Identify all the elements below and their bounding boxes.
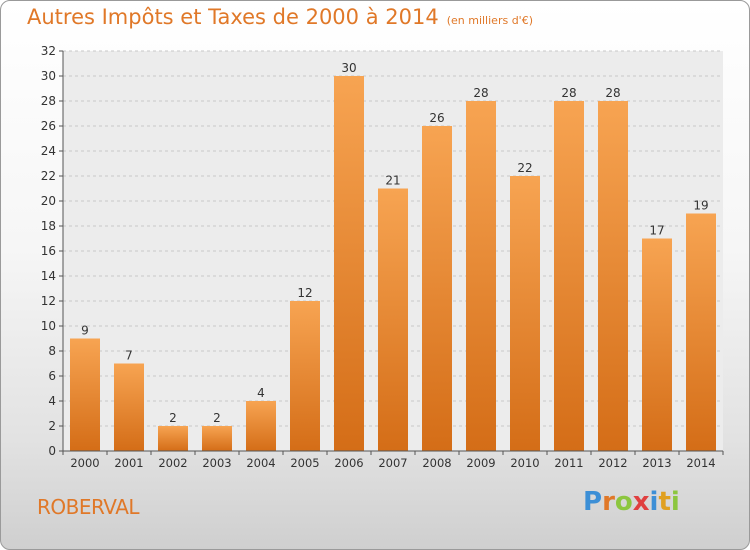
y-tick-label: 14 xyxy=(41,269,56,283)
y-tick-label: 20 xyxy=(41,194,56,208)
bar-value-label: 7 xyxy=(125,349,133,363)
bar-value-label: 2 xyxy=(169,411,177,425)
x-tick-label: 2001 xyxy=(114,456,143,470)
bar-value-label: 26 xyxy=(429,111,444,125)
y-tick-label: 2 xyxy=(48,419,56,433)
x-tick-label: 2000 xyxy=(70,456,99,470)
y-tick-label: 32 xyxy=(41,44,56,58)
bar-value-label: 21 xyxy=(385,174,400,188)
bar xyxy=(598,101,628,451)
y-tick-label: 30 xyxy=(41,69,56,83)
x-tick-label: 2012 xyxy=(598,456,627,470)
logo-letter: i xyxy=(649,487,659,517)
x-tick-label: 2008 xyxy=(422,456,451,470)
bar-value-label: 9 xyxy=(81,324,89,338)
y-tick-label: 4 xyxy=(48,394,56,408)
y-tick-label: 10 xyxy=(41,319,56,333)
region-label: ROBERVAL xyxy=(37,495,140,519)
y-tick-label: 18 xyxy=(41,219,56,233)
unit-note: (en milliers d'€) xyxy=(446,14,533,27)
bar xyxy=(202,426,232,451)
x-tick-label: 2004 xyxy=(246,456,275,470)
x-axis: 2000 2001 2002 2003 2004 2005 2006 2007 2008 2009… xyxy=(62,450,724,470)
x-tick-label: 2003 xyxy=(202,456,231,470)
bar xyxy=(158,426,188,451)
logo-letter: r xyxy=(602,487,615,517)
bar-value-label: 30 xyxy=(341,61,356,75)
x-tick-label: 2005 xyxy=(290,456,319,470)
x-tick-label: 2009 xyxy=(466,456,495,470)
y-tick-label: 24 xyxy=(41,144,56,158)
bar xyxy=(70,338,100,451)
y-tick-label: 16 xyxy=(41,244,56,258)
bar-value-label: 17 xyxy=(649,224,664,238)
x-tick-label: 2014 xyxy=(686,456,715,470)
x-tick-label: 2006 xyxy=(334,456,363,470)
logo-letter: x xyxy=(632,487,650,517)
y-tick-label: 22 xyxy=(41,169,56,183)
chart-title: Autres Impôts et Taxes de 2000 à 2014 (en… xyxy=(27,5,533,29)
title-text: Autres Impôts et Taxes de 2000 à 2014 xyxy=(27,5,439,29)
bar-value-label: 28 xyxy=(473,86,488,100)
x-tick-label: 2013 xyxy=(642,456,671,470)
bar-value-label: 19 xyxy=(693,199,708,213)
bar xyxy=(378,188,408,451)
y-tick-label: 12 xyxy=(41,294,56,308)
bar xyxy=(334,76,364,451)
bar xyxy=(290,301,320,451)
bar-value-label: 2 xyxy=(213,411,221,425)
y-tick-label: 6 xyxy=(48,369,56,383)
bar-value-label: 28 xyxy=(605,86,620,100)
logo-letter: P xyxy=(583,487,603,517)
logo-letter: t xyxy=(658,487,671,517)
x-tick-label: 2007 xyxy=(378,456,407,470)
bar xyxy=(642,238,672,451)
y-tick-label: 8 xyxy=(48,344,56,358)
bar xyxy=(466,101,496,451)
proxiti-logo[interactable]: Proxiti xyxy=(583,487,680,517)
bar-value-label: 4 xyxy=(257,386,265,400)
logo-letter: o xyxy=(614,487,633,517)
logo-letter: i xyxy=(670,487,680,517)
bar-value-label: 12 xyxy=(297,286,312,300)
bar xyxy=(554,101,584,451)
bar xyxy=(246,401,276,451)
y-tick-label: 26 xyxy=(41,119,56,133)
x-tick-label: 2002 xyxy=(158,456,187,470)
y-tick-label: 28 xyxy=(41,94,56,108)
bar xyxy=(686,213,716,451)
bar xyxy=(114,363,144,451)
x-tick-label: 2010 xyxy=(510,456,539,470)
y-tick-label: 0 xyxy=(48,444,56,458)
bar-value-label: 28 xyxy=(561,86,576,100)
bar-value-label: 22 xyxy=(517,161,532,175)
bar xyxy=(422,126,452,451)
x-tick-label: 2011 xyxy=(554,456,583,470)
bar xyxy=(510,176,540,451)
